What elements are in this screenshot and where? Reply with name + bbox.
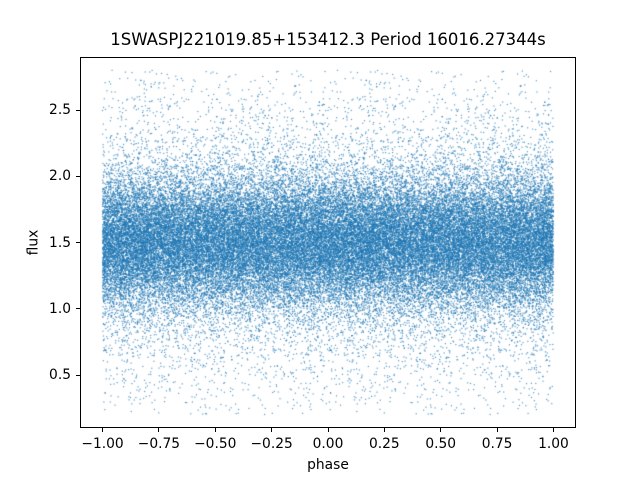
x-tick-mark bbox=[271, 428, 273, 432]
x-tick-label: −0.50 bbox=[194, 436, 237, 452]
x-tick-mark bbox=[327, 428, 329, 432]
y-tick-mark bbox=[76, 308, 80, 310]
x-tick-label: 0.00 bbox=[312, 436, 344, 452]
x-tick-label: 0.50 bbox=[425, 436, 457, 452]
x-tick-label: −0.75 bbox=[137, 436, 181, 452]
x-tick-label: −1.00 bbox=[81, 436, 124, 452]
x-axis-label: phase bbox=[307, 457, 349, 473]
x-tick-label: 1.00 bbox=[538, 436, 569, 452]
plot-title: 1SWASPJ221019.85+153412.3 Period 16016.2… bbox=[110, 30, 546, 49]
x-tick-mark bbox=[496, 428, 498, 432]
y-tick-label: 1.5 bbox=[49, 234, 71, 251]
y-tick-mark bbox=[76, 374, 80, 376]
x-tick-mark bbox=[383, 428, 385, 432]
x-tick-label: −0.25 bbox=[250, 436, 293, 452]
x-tick-mark bbox=[214, 428, 216, 432]
x-tick-mark bbox=[102, 428, 104, 432]
y-tick-mark bbox=[76, 109, 80, 111]
y-tick-label: 0.5 bbox=[49, 367, 71, 383]
y-axis-label: flux bbox=[25, 229, 42, 256]
y-tick-mark bbox=[76, 242, 80, 243]
y-tick-label: 2.5 bbox=[49, 102, 71, 118]
y-tick-label: 2.0 bbox=[49, 168, 71, 185]
scatter-points-canvas bbox=[80, 57, 576, 428]
x-tick-mark bbox=[440, 428, 442, 432]
y-tick-mark bbox=[76, 175, 80, 177]
x-tick-label: 0.25 bbox=[368, 436, 400, 452]
x-tick-label: 0.75 bbox=[481, 436, 513, 452]
y-tick-label: 1.0 bbox=[49, 300, 71, 317]
x-tick-mark bbox=[158, 428, 160, 432]
x-tick-mark bbox=[552, 428, 554, 432]
